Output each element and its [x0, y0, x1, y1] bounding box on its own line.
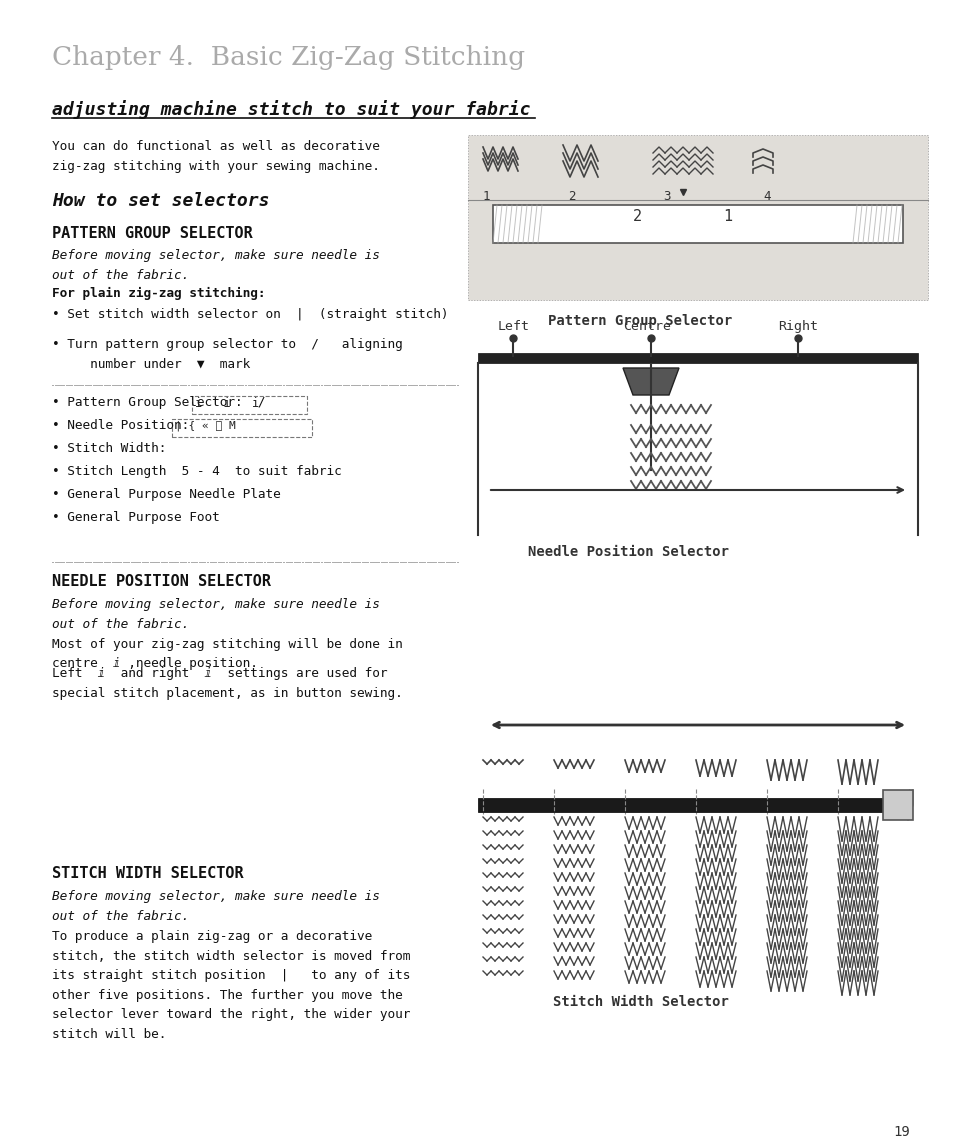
- Bar: [468, 135, 927, 300]
- Bar: [477, 798, 887, 812]
- Text: Pattern Group Selector: Pattern Group Selector: [547, 314, 732, 327]
- Text: adjusting machine stitch to suit your fabric: adjusting machine stitch to suit your fa…: [52, 100, 530, 119]
- Text: Centre: Centre: [622, 319, 670, 333]
- Text: • Turn pattern group selector to  /   aligning
     number under  ▼  mark: • Turn pattern group selector to / align…: [52, 338, 402, 371]
- Text: Before moving selector, make sure needle is
out of the fabric.: Before moving selector, make sure needle…: [52, 598, 379, 631]
- Text: 19: 19: [892, 1126, 909, 1139]
- Text: i   i   i: i i i: [194, 397, 259, 410]
- Text: For plain zig-zag stitching:: For plain zig-zag stitching:: [52, 287, 265, 300]
- Text: How to set selectors: How to set selectors: [52, 192, 269, 210]
- Text: Before moving selector, make sure needle is
out of the fabric.: Before moving selector, make sure needle…: [52, 890, 379, 923]
- Bar: [192, 396, 307, 414]
- Text: 4: 4: [762, 190, 770, 203]
- Text: Chapter 4.  Basic Zig-Zag Stitching: Chapter 4. Basic Zig-Zag Stitching: [52, 45, 524, 70]
- Text: • Needle Position:: • Needle Position:: [52, 419, 189, 432]
- Text: Stitch Width Selector: Stitch Width Selector: [553, 995, 728, 1009]
- Text: Before moving selector, make sure needle is
out of the fabric.: Before moving selector, make sure needle…: [52, 248, 379, 282]
- Text: Most of your zig-zag stitching will be done in
centre  ⅈ ,needle position.: Most of your zig-zag stitching will be d…: [52, 638, 402, 671]
- Text: Left  ⅈ  and right  ⅈ  settings are used for
special stitch placement, as in but: Left ⅈ and right ⅈ settings are used for…: [52, 668, 402, 700]
- Text: To produce a plain zig-zag or a decorative
stitch, the stitch width selector is : To produce a plain zig-zag or a decorati…: [52, 930, 410, 1041]
- Text: You can do functional as well as decorative
zig-zag stitching with your sewing m: You can do functional as well as decorat…: [52, 140, 379, 173]
- Text: Right: Right: [778, 319, 817, 333]
- Text: 3: 3: [662, 190, 670, 203]
- Text: • Stitch Length  5 - 4  to suit fabric: • Stitch Length 5 - 4 to suit fabric: [52, 465, 341, 477]
- Text: PATTERN GROUP SELECTOR: PATTERN GROUP SELECTOR: [52, 226, 253, 240]
- Text: 1: 1: [482, 190, 490, 203]
- Text: STITCH WIDTH SELECTOR: STITCH WIDTH SELECTOR: [52, 866, 243, 881]
- Text: • General Purpose Needle Plate: • General Purpose Needle Plate: [52, 488, 280, 502]
- Text: 2: 2: [567, 190, 575, 203]
- Bar: [493, 205, 902, 243]
- Polygon shape: [622, 368, 679, 395]
- Bar: [172, 419, 312, 437]
- Text: 2: 2: [633, 210, 641, 224]
- Text: Left: Left: [497, 319, 530, 333]
- Text: • General Purpose Foot: • General Purpose Foot: [52, 511, 219, 524]
- Text: • Pattern Group Selector:  /: • Pattern Group Selector: /: [52, 396, 265, 409]
- Text: • Set stitch width selector on  |  (straight stitch): • Set stitch width selector on | (straig…: [52, 308, 448, 321]
- Bar: [882, 790, 912, 820]
- Text: NEEDLE POSITION SELECTOR: NEEDLE POSITION SELECTOR: [52, 574, 271, 589]
- Text: 1: 1: [722, 210, 731, 224]
- Bar: [477, 353, 917, 363]
- Text: • Stitch Width:: • Stitch Width:: [52, 442, 166, 455]
- Text: Needle Position Selector: Needle Position Selector: [527, 545, 728, 559]
- Text: | { « ≪ M: | { « ≪ M: [174, 420, 235, 431]
